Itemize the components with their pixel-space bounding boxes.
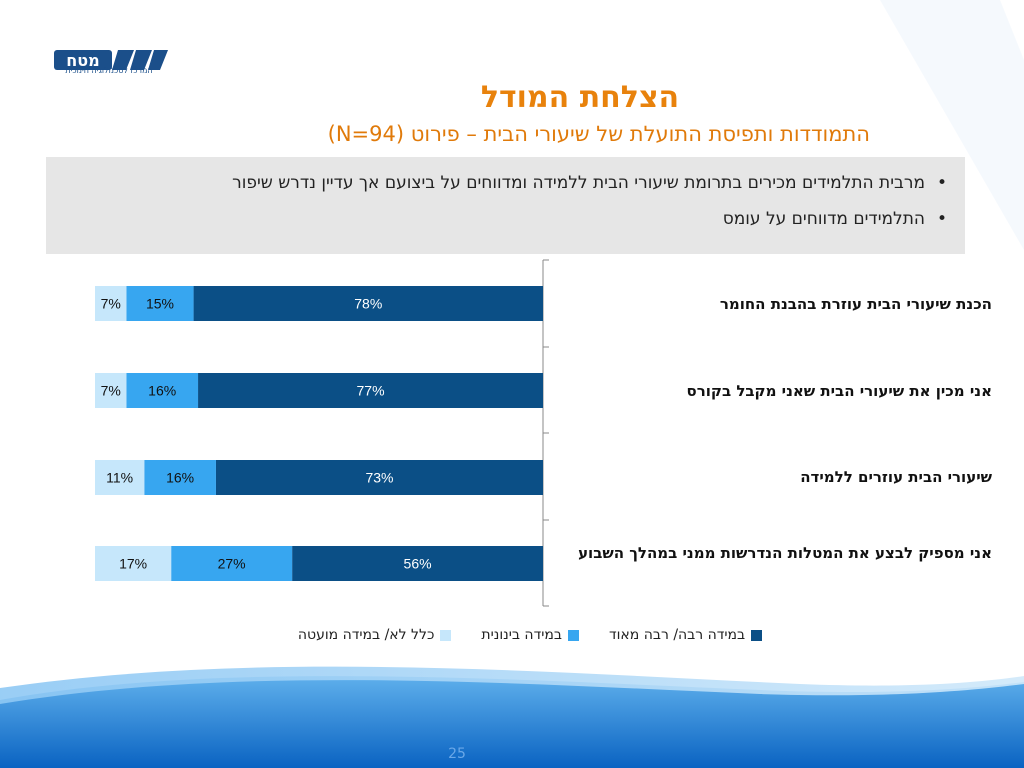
category-label: אני מכין את שיעורי הבית שאני מקבל בקורס bbox=[686, 382, 992, 400]
bullet-icon: • bbox=[936, 173, 947, 193]
summary-bullets: • מרבית התלמידים מכירים בתרומת שיעורי הבי… bbox=[67, 173, 947, 245]
data-label: 7% bbox=[101, 296, 121, 312]
legend-item: במידה רבה/ רבה מאוד bbox=[608, 627, 763, 643]
legend-item: במידה בינונית bbox=[481, 627, 579, 643]
bar-segment bbox=[144, 460, 216, 495]
data-label: 15% bbox=[146, 296, 174, 312]
category-label: אני מספיק לבצע את המטלות הנדרשות ממני במ… bbox=[578, 544, 992, 562]
data-label: 78% bbox=[354, 296, 382, 312]
logo-mark: מטח bbox=[54, 50, 168, 70]
bar-segment bbox=[193, 286, 543, 321]
category-label: שיעורי הבית עוזרים ללמידה bbox=[800, 468, 992, 486]
page-title: הצלחת המודל bbox=[480, 80, 680, 115]
bullet-text: מרבית התלמידים מכירים בתרומת שיעורי הבית… bbox=[232, 173, 925, 193]
legend-swatch bbox=[440, 629, 452, 641]
legend-swatch bbox=[567, 629, 579, 641]
legend-swatch bbox=[751, 629, 763, 641]
data-label: 7% bbox=[101, 383, 121, 399]
data-label: 73% bbox=[365, 470, 393, 486]
summary-panel: • מרבית התלמידים מכירים בתרומת שיעורי הבי… bbox=[46, 157, 965, 254]
data-label: 27% bbox=[218, 556, 246, 572]
bullet-text: התלמידים מדווחים על עומס bbox=[722, 209, 925, 229]
bar-segment bbox=[126, 373, 199, 408]
logo-text: מטח bbox=[66, 51, 99, 70]
category-label: הכנת שיעורי הבית עוזרת בהבנת החומר bbox=[719, 295, 992, 313]
data-label: 16% bbox=[148, 383, 176, 399]
legend-label: במידה רבה/ רבה מאוד bbox=[608, 627, 746, 643]
bar-segment bbox=[215, 460, 543, 495]
page-number: 25 bbox=[448, 746, 466, 762]
bullet-item: • התלמידים מדווחים על עומס bbox=[67, 209, 947, 229]
logo-caption: המרכז לטכנולוגיה חינוכית bbox=[65, 66, 153, 75]
page-subtitle: התמודדות ותפיסת התועלת של שיעורי הבית – … bbox=[327, 122, 870, 146]
chart-legend: במידה רבה/ רבה מאוד במידה בינונית כלל לא… bbox=[250, 627, 810, 643]
legend-item: כלל לא/ במידה מועטה bbox=[298, 627, 452, 643]
data-label: 16% bbox=[166, 470, 194, 486]
legend-label: כלל לא/ במידה מועטה bbox=[297, 627, 435, 643]
bullet-item: • מרבית התלמידים מכירים בתרומת שיעורי הבי… bbox=[67, 173, 947, 193]
bar-segment bbox=[198, 373, 544, 408]
data-label: 56% bbox=[404, 556, 432, 572]
data-label: 77% bbox=[357, 383, 385, 399]
legend-label: במידה בינונית bbox=[481, 627, 562, 643]
bullet-icon: • bbox=[936, 209, 947, 229]
bar-segment bbox=[292, 546, 543, 581]
bar-segment bbox=[95, 546, 172, 581]
bar-segment bbox=[171, 546, 293, 581]
data-label: 17% bbox=[119, 556, 147, 572]
data-label: 11% bbox=[106, 470, 133, 486]
bar-segment bbox=[126, 286, 194, 321]
bar-segment bbox=[95, 460, 145, 495]
bar-segment bbox=[95, 373, 127, 408]
bar-segment bbox=[95, 286, 127, 321]
